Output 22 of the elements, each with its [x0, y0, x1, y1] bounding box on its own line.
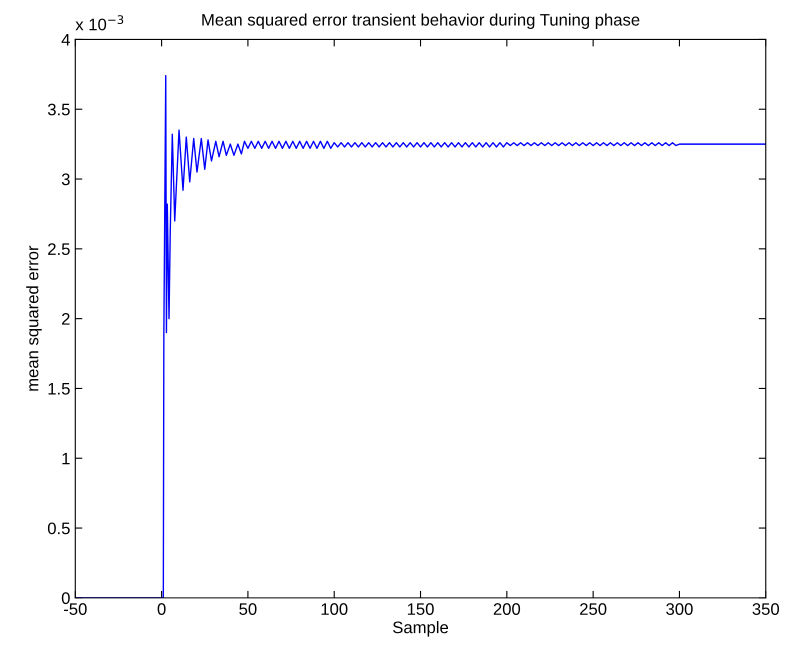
text: x 10$^{−3}$: [75, 15, 124, 30]
x-tick-label: 300: [666, 603, 693, 615]
y-tick-label: 3: [62, 173, 70, 186]
y-tick-label: 1.5: [48, 383, 70, 395]
y-tick-label: 2: [62, 313, 70, 325]
x-tick-label: 100: [322, 603, 348, 615]
y-tick-label: 0: [62, 592, 70, 604]
y-tick-label: 0.5: [48, 522, 70, 534]
x-tick-label: 250: [580, 603, 606, 615]
y-axis-title: mean squared error: [26, 246, 42, 391]
x-tick-label: -50: [64, 603, 87, 615]
y-tick-label: 4: [62, 34, 70, 46]
x-tick-label: 350: [752, 603, 780, 615]
y-tick-label: 2.5: [48, 243, 70, 256]
chart-title: Mean squared error transient behavior during Tuning phase: [202, 13, 640, 29]
x-axis-title: Sample: [393, 621, 448, 637]
x-tick-label: 200: [494, 603, 520, 615]
x-tick-label: 50: [239, 603, 257, 615]
x-tick-label: 150: [408, 603, 434, 615]
y-tick-label: 1: [62, 452, 70, 464]
y-tick-label: 3.5: [48, 104, 70, 116]
x-tick-label: 0: [158, 603, 166, 615]
